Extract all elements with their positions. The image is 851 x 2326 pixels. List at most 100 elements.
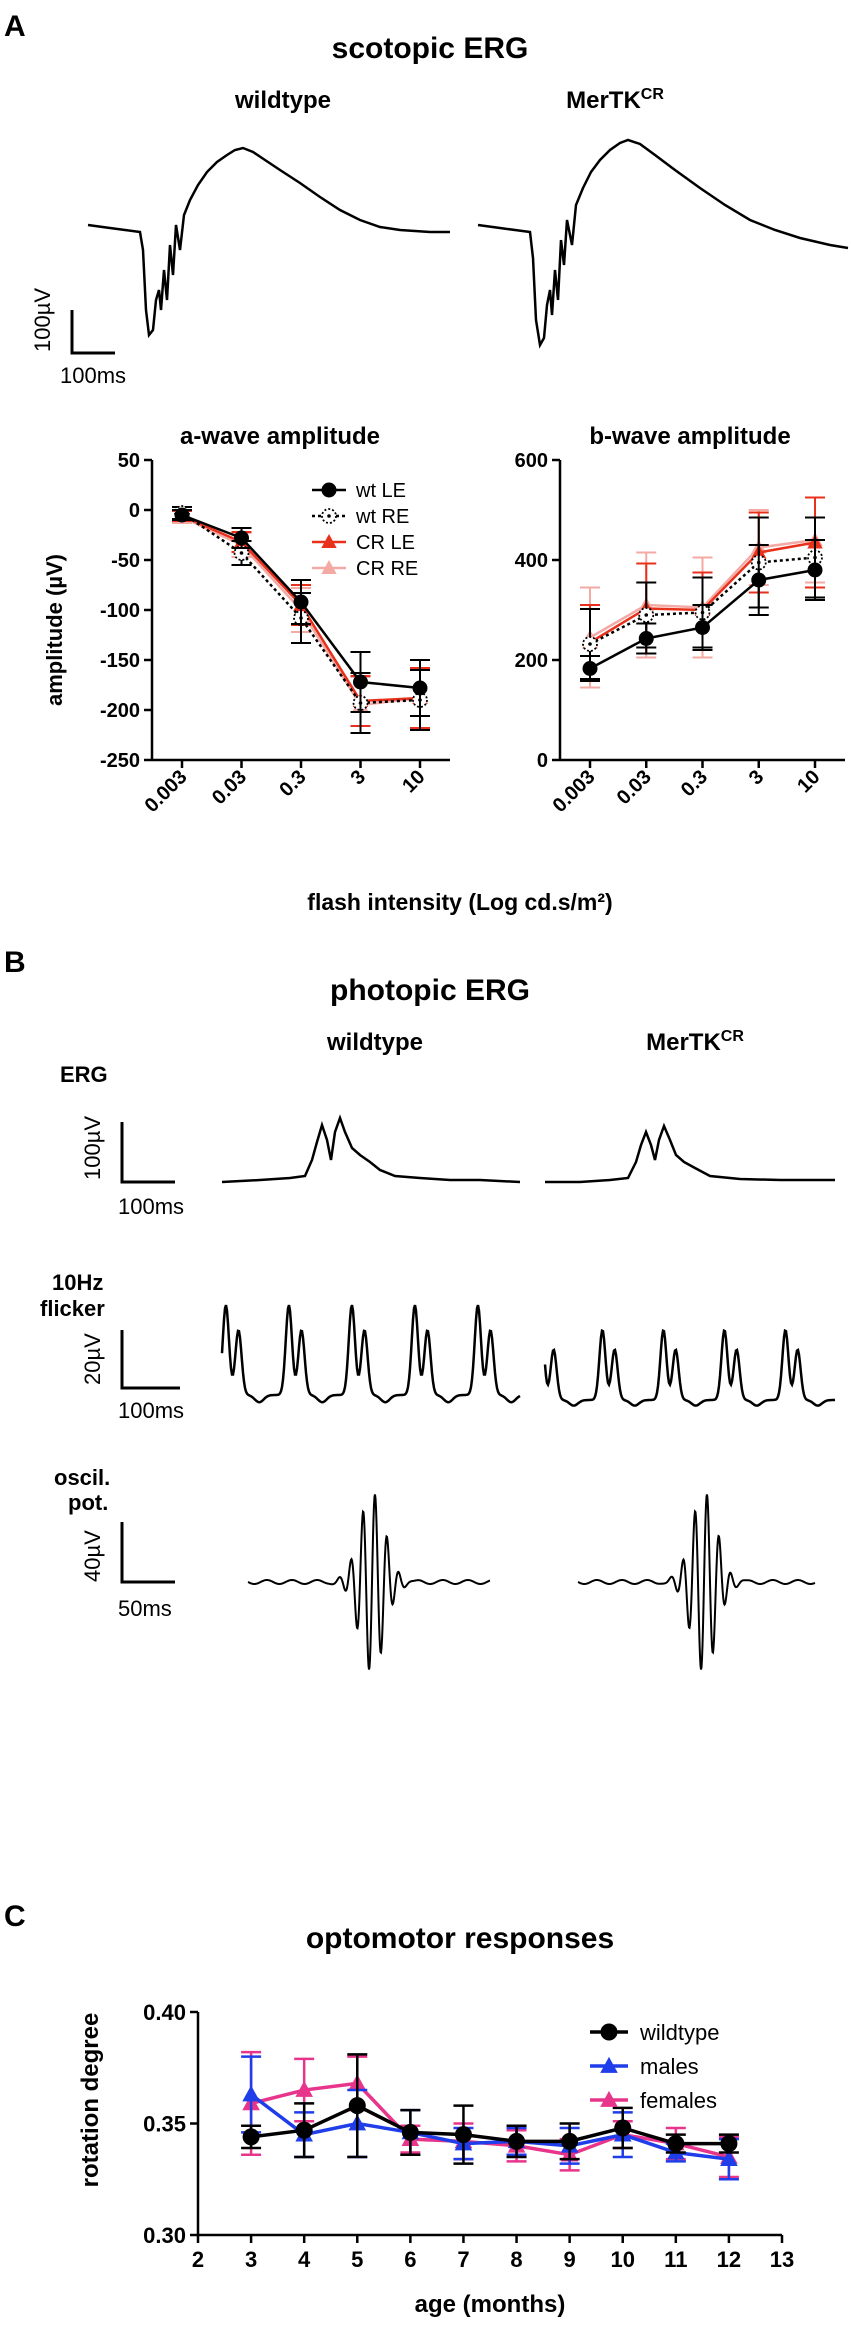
flicker-wildtype-trace xyxy=(220,1304,521,1404)
optomotor-x-tick-label: 13 xyxy=(770,2247,794,2272)
optomotor-point xyxy=(454,2126,472,2144)
flicker-scale-uv: 20µV xyxy=(80,1333,105,1385)
bwave-point xyxy=(582,661,598,676)
optomotor-legend-marker xyxy=(600,2056,618,2073)
scotopic-scale-bar xyxy=(70,310,115,355)
optomotor-title: optomotor responses xyxy=(306,1922,614,1955)
awave-point xyxy=(234,530,249,546)
bwave-point xyxy=(695,620,710,635)
awave-x-tick-label: 0.3 xyxy=(275,766,310,801)
optomotor-x-tick-label: 7 xyxy=(457,2247,469,2272)
panel-b-letter: B xyxy=(4,946,26,979)
photopic-erg-scale-bar xyxy=(120,1122,175,1184)
awave-point xyxy=(412,680,428,696)
legend-marker xyxy=(321,560,337,574)
optomotor-legend-marker xyxy=(600,2090,618,2107)
photopic-title: photopic ERG xyxy=(330,974,530,1007)
op-wildtype-trace xyxy=(247,1494,491,1670)
optomotor-point xyxy=(720,2150,738,2167)
awave-point-center xyxy=(239,551,244,555)
awave-x-tick-label: 10 xyxy=(398,766,429,797)
optomotor-x-tick-label: 3 xyxy=(245,2247,257,2272)
awave-point xyxy=(174,507,190,523)
photopic-erg-mertk-trace xyxy=(545,1122,835,1184)
optomotor-x-tick-label: 8 xyxy=(510,2247,522,2272)
op-scale-ms: 50ms xyxy=(118,1596,172,1621)
bwave-x-tick-label: 0.3 xyxy=(677,766,712,801)
optomotor-series-line xyxy=(250,2093,730,2161)
awave-y-tick-label: -250 xyxy=(100,750,140,772)
photopic-erg-scale-uv: 100µV xyxy=(80,1116,105,1180)
optomotor-point xyxy=(348,2097,366,2115)
op-label-2: pot. xyxy=(68,1490,108,1515)
optomotor-chart: rotation degree age (months) 0.30 0.35 0.4… xyxy=(77,2000,794,2318)
photopic-erg-label: ERG xyxy=(60,1062,108,1087)
photopic-wildtype-label: wildtype xyxy=(326,1029,423,1056)
optomotor-point xyxy=(508,2132,526,2150)
optomotor-x-tick-label: 2 xyxy=(192,2247,204,2272)
optomotor-legend-label: females xyxy=(640,2088,717,2113)
bwave-y-tick-label: 600 xyxy=(515,450,548,472)
a-wave-title: a-wave amplitude xyxy=(180,423,380,450)
optomotor-y-tick-label: 0.30 xyxy=(143,2223,186,2248)
awave-x-tick-label: 3 xyxy=(347,766,370,789)
optomotor-x-tick-label: 9 xyxy=(564,2247,576,2272)
optomotor-point xyxy=(242,2128,260,2146)
optomotor-y-tick-label: 0.35 xyxy=(143,2112,186,2137)
awave-y-tick-label: -100 xyxy=(100,600,140,622)
optomotor-legend-marker xyxy=(600,2023,618,2041)
bwave-series-line xyxy=(589,556,816,646)
optomotor-x-tick-label: 5 xyxy=(351,2247,363,2272)
optomotor-point xyxy=(614,2119,632,2137)
bwave-point-center xyxy=(588,642,592,646)
optomotor-point xyxy=(295,2080,313,2097)
flicker-label-1: 10Hz xyxy=(52,1270,103,1295)
bwave-x-tick-label: 0.03 xyxy=(613,766,656,809)
optomotor-x-tick-label: 4 xyxy=(298,2247,311,2272)
bwave-point xyxy=(751,572,767,588)
op-label-1: oscil. xyxy=(54,1465,110,1490)
optomotor-legend-label: males xyxy=(640,2054,699,2079)
optomotor-series-line xyxy=(250,2103,729,2146)
a-wave-chart: a-wave amplitude amplitude (µV) 50 0 -50 -1… xyxy=(42,423,450,817)
flicker-mertk-trace xyxy=(543,1328,836,1407)
awave-series-line xyxy=(181,511,421,705)
optomotor-x-tick-label: 12 xyxy=(717,2247,741,2272)
legend-label: wt LE xyxy=(355,480,406,502)
optomotor-point xyxy=(295,2121,313,2139)
awave-y-tick-label: 0 xyxy=(129,500,140,522)
op-scale-bar xyxy=(120,1522,175,1584)
awave-y-tick-label: -50 xyxy=(111,550,140,572)
legend-marker xyxy=(321,534,337,548)
awave-x-tick-label: 0.03 xyxy=(208,766,251,809)
panel-a-letter: A xyxy=(4,10,26,43)
b-wave-title: b-wave amplitude xyxy=(589,423,790,450)
optomotor-xlabel: age (months) xyxy=(415,2291,566,2318)
bwave-point-center xyxy=(644,613,649,617)
photopic-erg-wildtype-trace xyxy=(221,1114,521,1184)
legend-label: CR LE xyxy=(356,532,415,554)
awave-x-tick-label: 0.003 xyxy=(141,766,192,817)
scotopic-mertk-label: MerTKCR xyxy=(566,86,664,114)
awave-point xyxy=(293,594,309,610)
awave-y-tick-label: 50 xyxy=(118,450,140,472)
bwave-y-tick-label: 0 xyxy=(537,750,548,772)
optomotor-x-tick-label: 6 xyxy=(404,2247,416,2272)
a-wave-ylabel: amplitude (µV) xyxy=(42,554,67,706)
optomotor-point xyxy=(720,2135,738,2153)
optomotor-y-tick-label: 0.40 xyxy=(143,2000,186,2025)
scotopic-mertk-trace xyxy=(477,138,849,349)
flicker-scale-bar xyxy=(120,1330,180,1390)
scotopic-wildtype-trace xyxy=(87,146,450,339)
legend-marker xyxy=(321,482,337,498)
photopic-mertk-label: MerTKCR xyxy=(646,1028,744,1056)
bwave-x-tick-label: 10 xyxy=(793,766,824,797)
legend-label: CR RE xyxy=(356,558,418,580)
optomotor-x-tick-label: 11 xyxy=(664,2247,687,2272)
b-wave-chart: b-wave amplitude 0 200 400 600 0.003 0.03 0.3 3… xyxy=(515,423,845,817)
optomotor-point xyxy=(667,2135,685,2153)
awave-point xyxy=(353,674,368,690)
bwave-point xyxy=(807,562,823,578)
legend-label: wt RE xyxy=(355,506,409,528)
